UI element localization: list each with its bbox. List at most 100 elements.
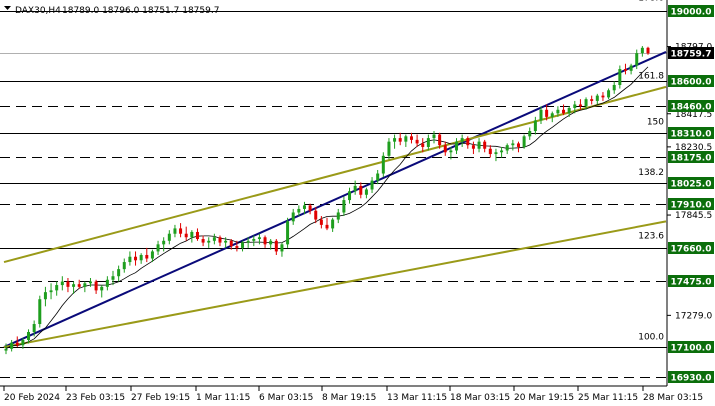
fib-label-0: 178.6: [638, 0, 664, 4]
candle-body-50: [286, 221, 290, 245]
level-box-label-1: 18600.0: [671, 78, 712, 88]
candle-body-42: [241, 242, 245, 248]
candle-body-102: [578, 104, 582, 107]
chart-ohlc: 18789.0 18796.0 18751.7 18759.7: [62, 6, 219, 16]
level-box-3: [668, 127, 714, 139]
key-levels: [0, 11, 667, 378]
candle-body-72: [409, 136, 413, 140]
candle-body-97: [550, 113, 554, 117]
candle-body-41: [235, 246, 239, 248]
candle-body-89: [505, 145, 509, 151]
candle-body-6: [38, 299, 42, 325]
x-tick-label-1: 23 Feb 03:15: [66, 393, 125, 403]
level-box-label-10: 16930.0: [671, 374, 712, 384]
candle-body-46: [263, 237, 267, 245]
level-price-boxes: 19000.0 18600.0 18460.0 18310.0 18175.0 18025…: [668, 5, 714, 384]
x-tick-label-3: 1 Mar 11:15: [196, 393, 250, 403]
level-box-8: [668, 275, 714, 287]
candle-body-1: [10, 342, 14, 349]
candle-body-21: [122, 262, 126, 270]
candle-body-33: [190, 231, 194, 238]
level-box-6: [668, 198, 714, 210]
candle-body-101: [573, 104, 577, 109]
candle-body-111: [629, 65, 633, 71]
candle-body-75: [426, 138, 430, 147]
candle-body-51: [291, 212, 295, 222]
collapse-triangle-icon[interactable]: [4, 6, 11, 10]
candle-body-48: [274, 240, 278, 252]
x-tick-label-6: 13 Mar 11:15: [387, 393, 447, 403]
candle-body-67: [381, 155, 385, 174]
candle-body-112: [635, 53, 639, 66]
candle-body-79: [449, 150, 453, 153]
candle-body-114: [646, 47, 650, 54]
candle-body-40: [229, 240, 233, 247]
level-box-label-2: 18460.0: [671, 103, 712, 113]
y-tick-label-3: 17845.5: [675, 211, 712, 221]
candle-body-59: [336, 212, 340, 220]
level-box-1: [668, 75, 714, 87]
level-box-label-5: 18025.0: [671, 180, 712, 190]
y-tick-label-4: 17279.0: [675, 311, 712, 321]
candle-body-28: [162, 240, 166, 245]
candle-body-95: [539, 109, 543, 121]
candle-body-64: [364, 189, 368, 195]
candle-body-104: [590, 99, 594, 101]
level-box-label-9: 17100.0: [671, 344, 712, 354]
candle-body-77: [438, 134, 442, 146]
candle-body-0: [4, 348, 8, 351]
candle-body-16: [94, 281, 98, 291]
chart-header: DAX30,H4 18789.0 18796.0 18751.7 18759.7: [4, 6, 219, 16]
candle-body-106: [601, 95, 605, 98]
candle-body-107: [607, 90, 611, 98]
current-price-label: 18759.7: [671, 50, 712, 60]
candle-body-9: [55, 285, 59, 291]
candle-body-76: [432, 134, 436, 139]
candle-body-109: [618, 69, 622, 85]
candle-body-68: [387, 141, 391, 156]
level-box-label-4: 18175.0: [671, 154, 712, 164]
candle-body-38: [218, 237, 222, 243]
candle-body-12: [72, 284, 76, 287]
current-price-box: [668, 47, 714, 59]
candle-body-19: [111, 276, 115, 280]
candle-body-96: [545, 109, 549, 117]
candle-body-7: [43, 292, 47, 300]
candle-body-31: [179, 228, 183, 234]
trendline-1: [3, 85, 667, 264]
candle-body-14: [83, 283, 87, 287]
candle-body-100: [567, 108, 571, 114]
candle-body-71: [404, 136, 408, 142]
level-box-2: [668, 100, 714, 112]
candle-body-57: [325, 224, 329, 229]
candle-body-61: [348, 191, 352, 201]
trendline-2: [3, 220, 667, 349]
x-tick-label-0: 20 Feb 2024: [4, 393, 60, 403]
level-box-label-8: 17475.0: [671, 278, 712, 288]
candle-body-74: [421, 143, 425, 147]
candle-body-5: [32, 324, 36, 332]
level-box-5: [668, 177, 714, 189]
x-tick-label-9: 25 Mar 11:15: [578, 393, 638, 403]
candle-body-32: [184, 233, 188, 238]
candle-body-65: [370, 180, 374, 190]
candle-body-27: [156, 244, 160, 252]
level-box-label-3: 18310.0: [671, 130, 712, 140]
level-box-label-7: 17660.0: [671, 245, 712, 255]
x-tick-label-8: 20 Mar 19:15: [514, 393, 574, 403]
candle-body-80: [455, 141, 459, 151]
candle-body-18: [105, 279, 109, 287]
candle-body-73: [415, 139, 419, 144]
level-box-label-0: 19000.0: [671, 8, 712, 18]
candle-body-52: [297, 208, 301, 213]
x-tick-labels: 20 Feb 2024 23 Feb 03:15 27 Feb 19:15 1 Mar…: [3, 386, 703, 403]
candle-body-2: [15, 342, 19, 346]
candle-body-103: [584, 99, 588, 107]
level-box-4: [668, 151, 714, 163]
candle-body-70: [398, 138, 402, 142]
candle-body-81: [460, 138, 464, 142]
y-tick-label-2: 18230.5: [675, 143, 712, 153]
candle-body-54: [308, 205, 312, 211]
